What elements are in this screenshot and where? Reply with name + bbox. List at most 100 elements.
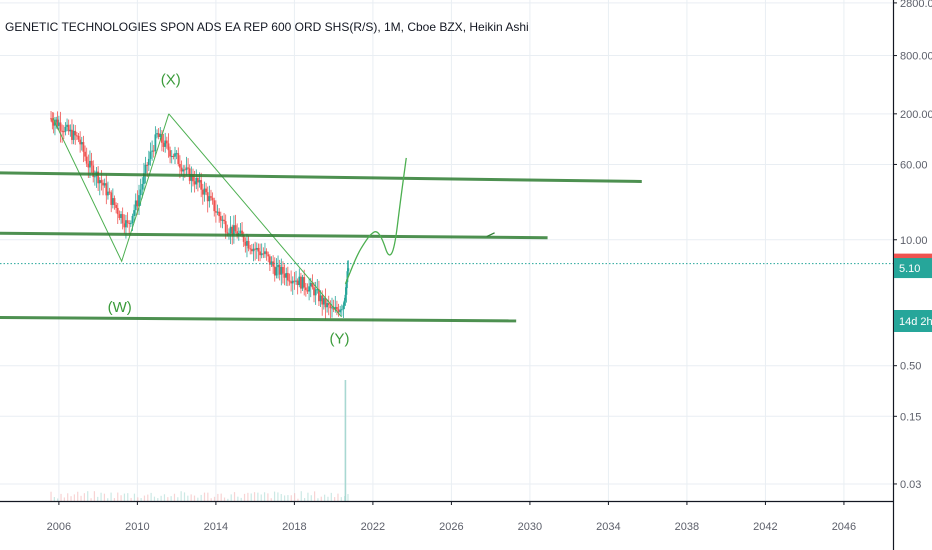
volume-bar [330,492,332,501]
volume-bar [283,495,286,501]
candle-body [56,119,59,126]
candle-body [206,192,209,202]
candle-body [115,205,118,208]
candle-body [74,130,77,136]
candle-body [177,153,180,164]
volume-bar [267,493,269,501]
candle-body [110,192,113,205]
candle-body [304,287,307,291]
volume-bar [240,497,242,501]
wave-line-w [52,113,170,263]
candle-body [159,133,162,137]
volume-bar [170,496,172,501]
volume-bar [67,493,69,501]
volume-bar [57,498,59,501]
candle-body [291,280,294,284]
price-badge-label: 14d 2h [899,316,932,328]
volume-bar [83,493,85,501]
volume-bar [247,492,249,501]
candle-body [301,277,304,289]
candle-body [87,163,90,168]
candle-body [316,289,319,291]
volume-bar [120,495,122,501]
candle-body [196,177,199,183]
candle-body [179,163,181,168]
candle-body [270,261,273,265]
candle-body [329,305,332,309]
candle-body [324,298,327,308]
candle-body [309,282,312,287]
candle-body [296,280,299,286]
candle-body [183,169,186,171]
candle-body [205,188,207,193]
candle-body [347,268,350,272]
candle-body [80,142,83,145]
candle-body [143,173,145,184]
candle-body [343,300,346,306]
candle-body [319,295,322,302]
x-tick-label: 2018 [282,521,306,533]
candle-body [50,118,52,120]
volume-bar [233,492,236,501]
volume-bar [103,493,106,501]
volume-bar [140,498,142,501]
candle-body [226,232,229,234]
candle-body [107,191,109,196]
candle-body [97,171,100,184]
volume-bar [93,491,96,501]
candle-body [69,129,72,132]
volume-bar [167,497,169,501]
volume-bar [53,497,55,501]
x-tick-label: 2034 [596,521,620,533]
candle-body [195,177,198,185]
candle-body [192,174,194,182]
candle-body [89,160,91,168]
candle-body [67,124,70,132]
volume-bar [227,498,229,501]
candle-body [337,309,340,313]
volume-bar [137,497,139,501]
candle-body [223,219,225,222]
candle-body [200,180,203,190]
drawings: (X) (W) (Y) [0,72,893,347]
volume-bar [73,494,75,501]
candle-body [267,254,270,257]
volume-bar [187,495,189,501]
y-tick-label: 200.00 [900,109,932,121]
candle-body [268,256,271,265]
x-tick-label: 2022 [361,521,385,533]
candle-body [214,211,217,213]
candle-body [290,281,293,284]
candle-body [149,151,152,159]
candle-body [247,240,250,249]
candle-body [55,119,58,122]
candle-body [232,225,235,235]
volume-bar [273,491,276,501]
candle-body [244,241,247,246]
candle-body [111,198,114,205]
candle-body [108,191,111,193]
candle-body [321,295,324,305]
x-tick-label: 2046 [832,521,856,533]
candle-body [286,273,289,281]
candle-body [326,303,329,308]
volume-bar [107,498,109,501]
candle-body [216,211,219,213]
candle-body [61,130,64,132]
candle-body [211,197,214,201]
candle-body [210,196,212,198]
candle-body [278,264,281,275]
candle-body [66,124,68,127]
volume-bar [290,495,292,501]
candle-body [288,280,291,282]
candle-body [169,150,171,157]
volume-bar [200,494,202,501]
volume-bar [270,498,272,501]
candle-body [257,247,260,252]
candle-body [322,298,325,305]
volume-bar [213,496,216,501]
volume-bar [190,494,192,501]
candle-body [213,200,216,212]
candle-body [103,183,106,186]
